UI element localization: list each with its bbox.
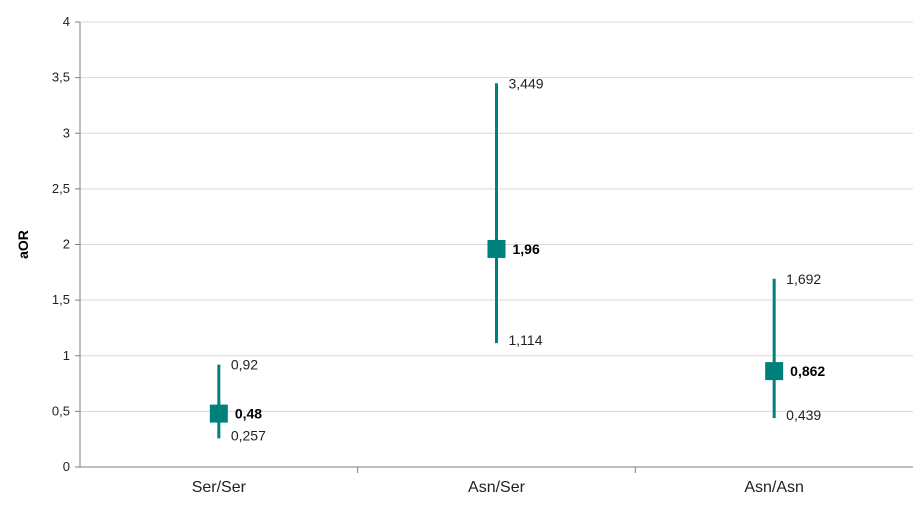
y-tick-label: 0 — [63, 459, 70, 474]
series: 0,92 0,48 0,257 3,449 1,96 1,114 1,692 0,862 0,4… — [209, 75, 825, 443]
x-category-label: Asn/Ser — [468, 479, 526, 496]
point-marker — [765, 362, 784, 381]
y-tick-label: 0,5 — [52, 403, 70, 418]
y-tick-labels: 0 0,5 1 1,5 2 2,5 3 3,5 4 — [52, 14, 70, 474]
y-tick-label: 4 — [63, 14, 70, 29]
y-axis-title: aOR — [15, 230, 31, 259]
y-tick-label: 3,5 — [52, 70, 70, 85]
upper-ci-label: 3,449 — [509, 75, 544, 91]
y-tick-label: 3 — [63, 125, 70, 140]
x-category-label: Ser/Ser — [192, 479, 247, 496]
upper-ci-label: 1,692 — [786, 271, 821, 287]
lower-ci-label: 1,114 — [509, 332, 543, 348]
point-value-label: 0,48 — [235, 406, 262, 422]
lower-ci-label: 0,439 — [786, 407, 821, 423]
point-value-label: 1,96 — [513, 241, 540, 257]
axes — [75, 21, 913, 473]
y-tick-label: 2,5 — [52, 181, 70, 196]
point-marker — [487, 239, 506, 258]
y-tick-label: 2 — [63, 237, 70, 252]
lower-ci-label: 0,257 — [231, 427, 266, 443]
x-category-label: Asn/Asn — [744, 479, 804, 496]
upper-ci-label: 0,92 — [231, 357, 258, 373]
x-category-labels: Ser/Ser Asn/Ser Asn/Asn — [192, 479, 804, 496]
y-tick-label: 1 — [63, 348, 70, 363]
point-marker — [209, 404, 228, 423]
y-tick-label: 1,5 — [52, 292, 70, 307]
point-value-label: 0,862 — [790, 363, 825, 379]
